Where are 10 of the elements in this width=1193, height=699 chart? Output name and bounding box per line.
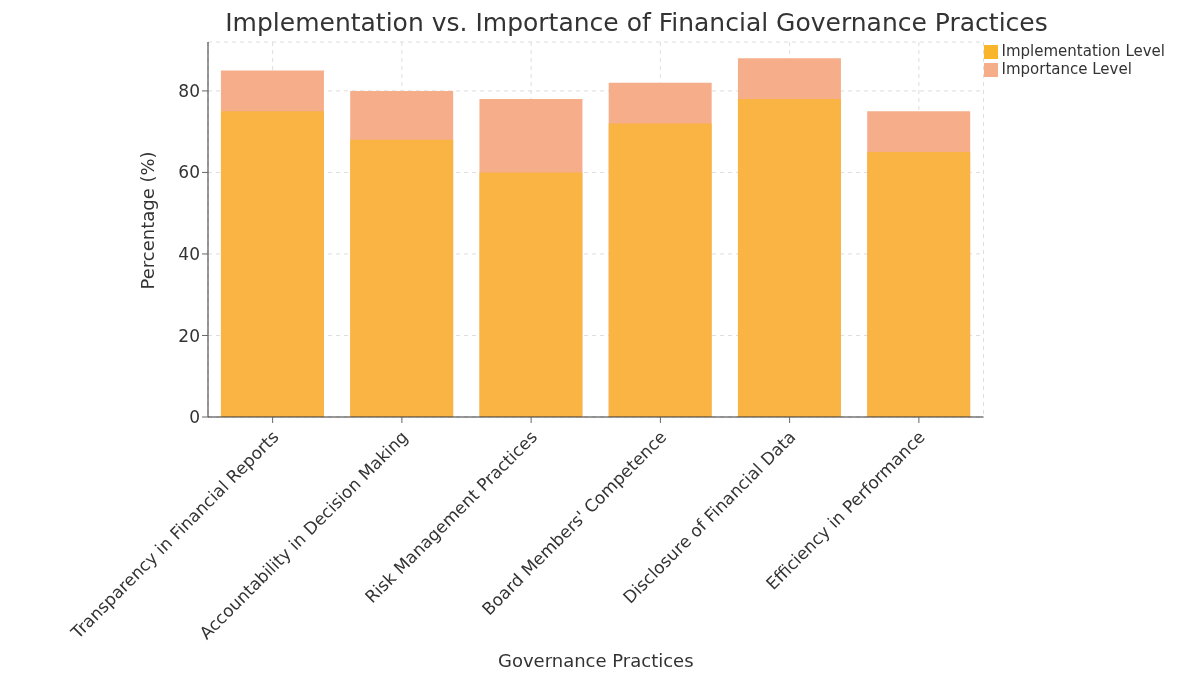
y-tick-label: 0	[189, 407, 200, 428]
legend-label: Importance Level	[1001, 60, 1132, 78]
y-tick-label: 80	[178, 80, 200, 101]
y-tick-label: 60	[178, 162, 200, 183]
x-axis-title: Governance Practices	[497, 650, 694, 671]
y-axis-title: Percentage (%)	[137, 151, 159, 290]
y-tick-label: 40	[178, 243, 200, 264]
legend-label: Implementation Level	[1001, 42, 1165, 60]
chart-title: Implementation vs. Importance of Financial Governance Practices	[224, 8, 1049, 37]
y-tick-label: 20	[178, 325, 200, 346]
